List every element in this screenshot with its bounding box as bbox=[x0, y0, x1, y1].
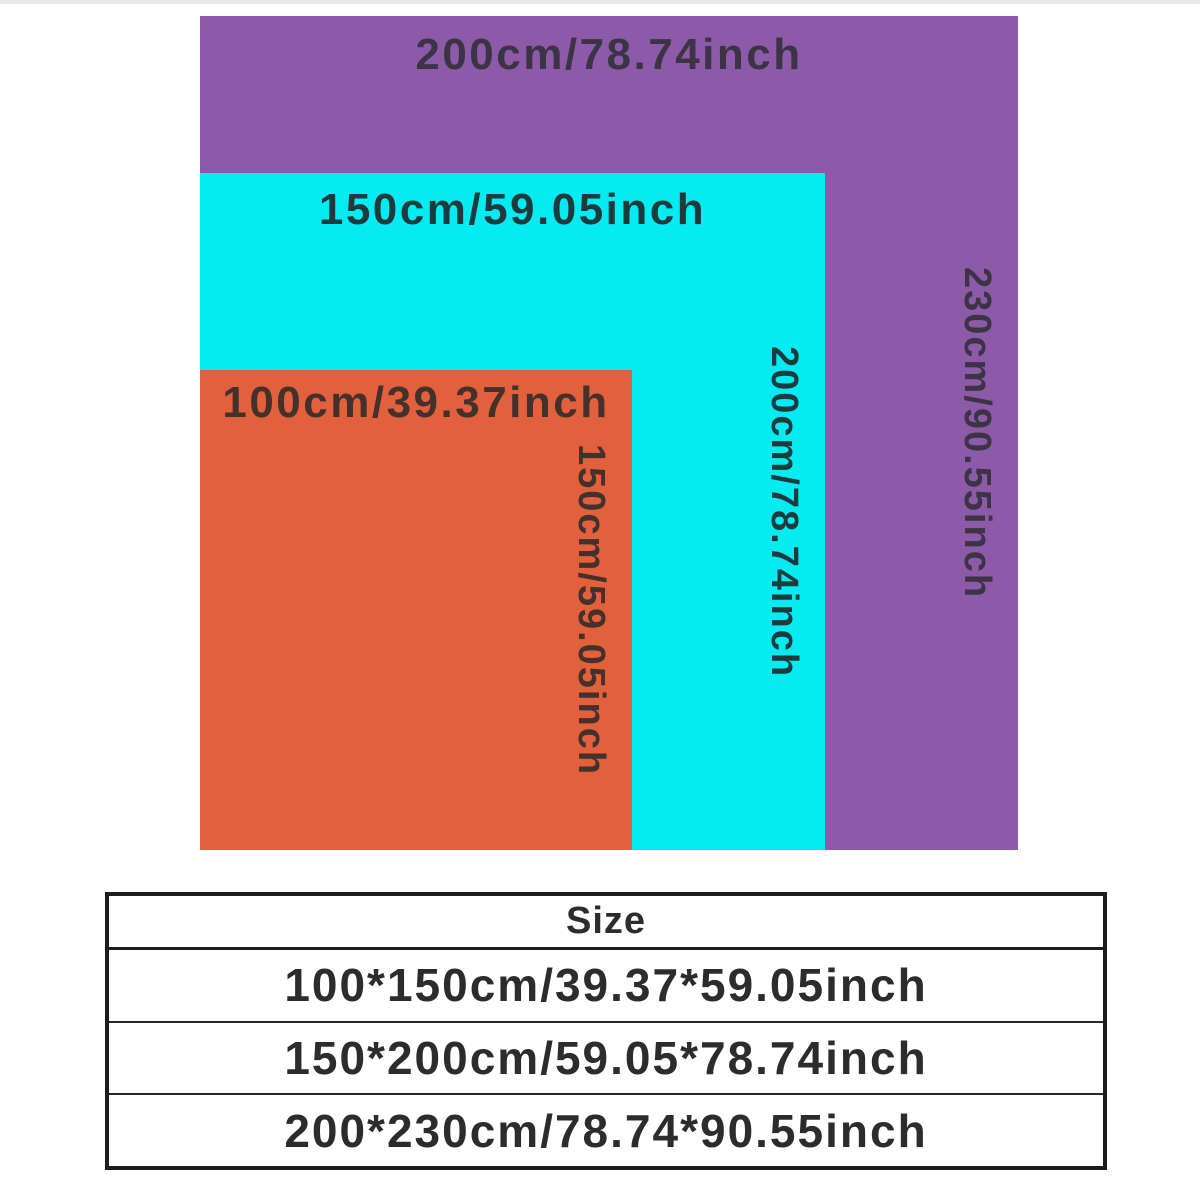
purple-height-label: 230cm/90.55inch bbox=[956, 266, 998, 600]
top-edge-strip bbox=[0, 0, 1200, 4]
size-rect-100x150: 100cm/39.37inch 150cm/59.05inch bbox=[200, 370, 632, 850]
size-table: Size 100*150cm/39.37*59.05inch 150*200cm… bbox=[105, 892, 1107, 1170]
size-table-header: Size bbox=[109, 896, 1103, 950]
cyan-height-label: 200cm/78.74inch bbox=[763, 345, 805, 678]
size-table-row: 150*200cm/59.05*78.74inch bbox=[109, 1023, 1103, 1096]
orange-width-label: 100cm/39.37inch bbox=[222, 378, 610, 427]
size-table-row: 200*230cm/78.74*90.55inch bbox=[284, 1104, 928, 1157]
orange-height-label: 150cm/59.05inch bbox=[570, 443, 612, 777]
size-table-row: 100*150cm/39.37*59.05inch bbox=[109, 950, 1103, 1023]
purple-width-label: 200cm/78.74inch bbox=[415, 30, 803, 79]
cyan-width-label: 150cm/59.05inch bbox=[318, 185, 707, 234]
